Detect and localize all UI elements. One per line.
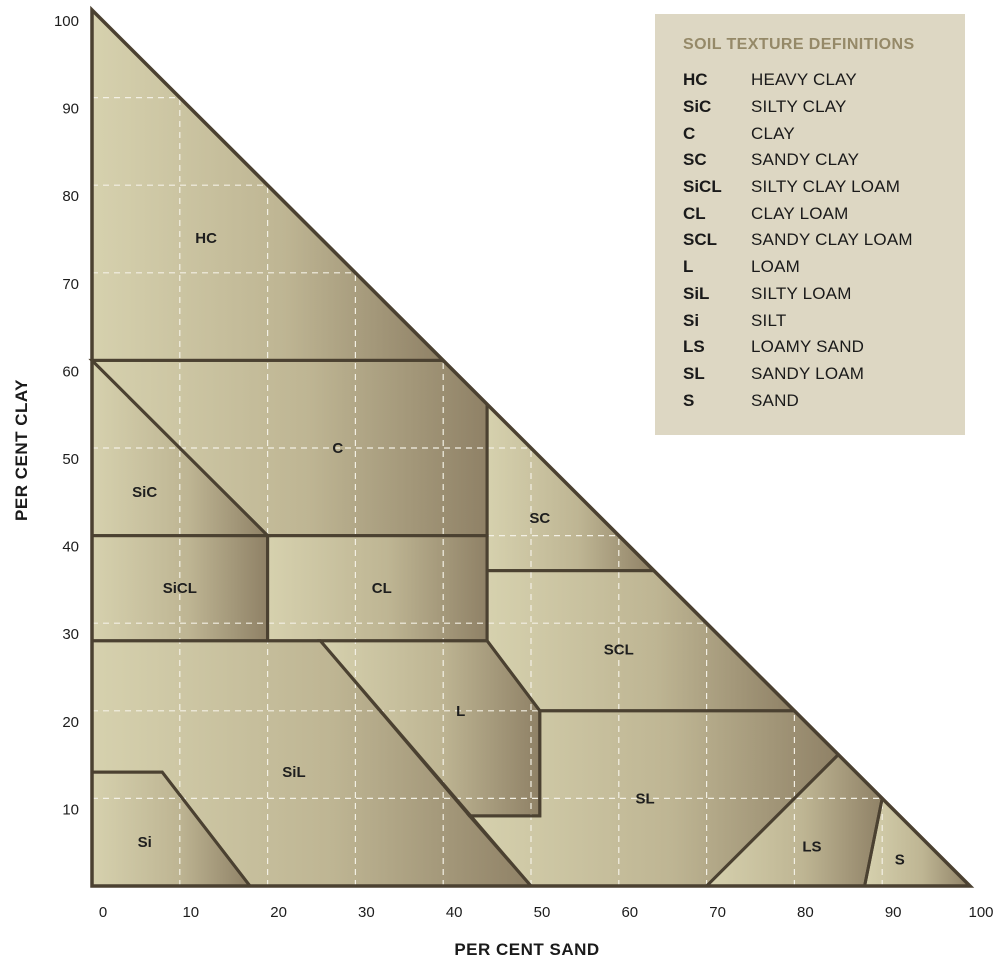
legend-code: SiC — [683, 97, 712, 117]
x-tick-10: 10 — [182, 904, 199, 921]
y-tick-50: 50 — [62, 451, 79, 468]
legend-code: S — [683, 390, 695, 410]
x-tick-60: 60 — [621, 904, 638, 921]
y-tick-100: 100 — [54, 13, 79, 30]
y-tick-20: 20 — [62, 714, 79, 731]
x-axis-title: PER CENT SAND — [454, 940, 599, 959]
legend-item-hc: HC HEAVY CLAY — [683, 67, 965, 94]
legend-code: LS — [683, 337, 705, 357]
legend-name: CLAY LOAM — [751, 203, 849, 223]
y-tick-30: 30 — [62, 626, 79, 643]
legend-code: SiCL — [683, 177, 722, 197]
zone-si — [92, 772, 250, 886]
legend-item-c: C CLAY — [683, 120, 965, 147]
legend-name: SANDY LOAM — [751, 363, 865, 383]
zone-l — [320, 640, 540, 816]
zone-label-l: L — [456, 703, 465, 720]
x-tick-50: 50 — [534, 904, 551, 921]
legend-item-sl: SL SANDY LOAM — [683, 361, 965, 388]
zone-cl — [267, 535, 488, 641]
legend-item-scl: SCL SANDY CLAY LOAM — [683, 227, 965, 254]
legend-title: SOIL TEXTURE DEFINITIONS — [683, 36, 915, 53]
legend-name: CLAY — [751, 123, 795, 143]
x-tick-40: 40 — [446, 904, 463, 921]
zone-label-scl: SCL — [604, 641, 634, 658]
zone-sil — [92, 640, 531, 886]
legend-list: HC HEAVY CLAY SiC SILTY CLAY C CLAY SC SANDY CL… — [683, 67, 965, 414]
zone-scl — [487, 570, 795, 711]
y-tick-70: 70 — [62, 276, 79, 293]
zone-borders — [88, 5, 975, 888]
y-tick-60: 60 — [62, 363, 79, 380]
legend-name: SANDY CLAY LOAM — [751, 230, 913, 250]
legend-item-l: L LOAM — [683, 254, 965, 281]
legend-name: SILT — [751, 310, 787, 330]
zone-label-ls: LS — [802, 839, 821, 856]
y-axis-ticks: 10 20 30 40 50 60 70 80 90 100 — [54, 13, 79, 818]
zone-ls — [706, 754, 883, 886]
x-tick-0: 0 — [99, 904, 107, 921]
legend-code: CL — [683, 203, 706, 223]
zone-label-sicl: SiCL — [163, 580, 197, 597]
x-axis-ticks: 0 10 20 30 40 50 60 70 80 90 100 — [99, 904, 994, 921]
legend-name: SAND — [751, 390, 800, 410]
legend-name: LOAMY SAND — [751, 337, 865, 357]
legend-code: SC — [683, 150, 707, 170]
legend-item-sil: SiL SILTY LOAM — [683, 281, 965, 308]
zone-label-s: S — [895, 852, 905, 869]
legend-name: SILTY CLAY LOAM — [751, 177, 901, 197]
y-tick-90: 90 — [62, 101, 79, 118]
legend-name: SANDY CLAY — [751, 150, 860, 170]
legend-item-sic: SiC SILTY CLAY — [683, 94, 965, 121]
legend-code: SL — [683, 363, 705, 383]
legend-name: HEAVY CLAY — [751, 70, 857, 90]
zone-label-sl: SL — [636, 790, 655, 807]
y-tick-10: 10 — [62, 801, 79, 818]
legend-name: SILTY LOAM — [751, 283, 852, 303]
legend-code: C — [683, 123, 696, 143]
y-tick-80: 80 — [62, 188, 79, 205]
x-tick-100: 100 — [968, 904, 993, 921]
zone-label-hc: HC — [195, 230, 217, 247]
legend-item-sc: SC SANDY CLAY — [683, 147, 965, 174]
x-tick-20: 20 — [270, 904, 287, 921]
legend-code: SiL — [683, 283, 710, 303]
x-tick-70: 70 — [709, 904, 726, 921]
legend-name: SILTY CLAY — [751, 97, 847, 117]
zone-label-si: Si — [138, 834, 152, 851]
legend-code: Si — [683, 310, 700, 330]
y-tick-40: 40 — [62, 539, 79, 556]
legend-item-ls: LS LOAMY SAND — [683, 334, 965, 361]
zone-label-cl: CL — [372, 580, 392, 597]
legend-item-si: Si SILT — [683, 307, 965, 334]
zone-label-sil: SiL — [282, 764, 305, 781]
y-axis-title: PER CENT CLAY — [12, 379, 31, 521]
legend-item-s: S SAND — [683, 387, 965, 414]
zone-label-sc: SC — [529, 510, 550, 527]
triangle-outline — [90, 5, 975, 888]
legend-name: LOAM — [751, 257, 800, 277]
legend-code: L — [683, 257, 694, 277]
zone-s — [864, 798, 970, 886]
zone-label-c: C — [332, 440, 343, 457]
zone-label-sic: SiC — [132, 484, 157, 501]
legend-item-sicl: SiCL SILTY CLAY LOAM — [683, 174, 965, 201]
legend-panel: SOIL TEXTURE DEFINITIONS HC HEAVY CLAY SiC… — [655, 14, 965, 435]
x-tick-90: 90 — [885, 904, 902, 921]
legend-code: SCL — [683, 230, 717, 250]
legend-code: HC — [683, 70, 708, 90]
x-tick-80: 80 — [797, 904, 814, 921]
legend-item-cl: CL CLAY LOAM — [683, 200, 965, 227]
zone-c — [92, 360, 488, 536]
x-tick-30: 30 — [358, 904, 375, 921]
